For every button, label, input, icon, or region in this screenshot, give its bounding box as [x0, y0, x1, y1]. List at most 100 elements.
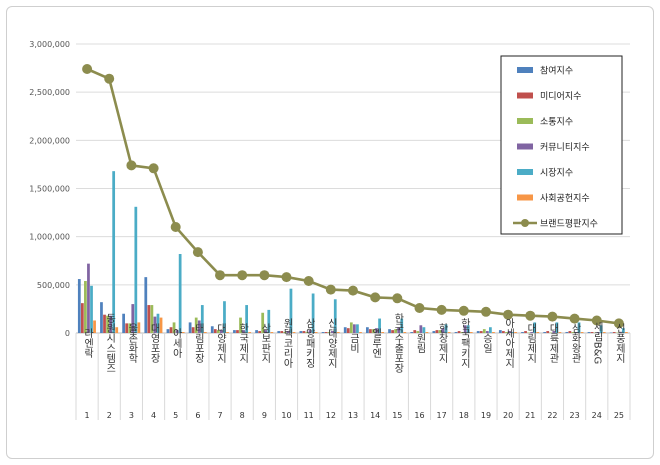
line-point: [591, 315, 602, 326]
bar: [112, 171, 116, 333]
bar: [441, 328, 445, 333]
category-index: 17: [437, 411, 447, 420]
category-index: 5: [173, 411, 178, 420]
bar: [305, 332, 309, 333]
bar: [311, 293, 315, 333]
bar: [93, 320, 96, 333]
legend-swatch: [517, 67, 533, 73]
bar: [422, 327, 426, 333]
bar: [258, 331, 262, 333]
bar: [346, 328, 350, 333]
bar: [87, 263, 90, 333]
line-point: [503, 309, 514, 320]
category-label: 한국팩키지: [458, 318, 470, 369]
bar: [514, 332, 517, 333]
y-tick-label: 2,500,000: [29, 88, 70, 97]
category-label: 한창제지: [436, 323, 448, 364]
category-index: 10: [281, 411, 291, 420]
bar: [286, 331, 290, 333]
line-point: [525, 310, 536, 321]
bar-series: [77, 171, 628, 333]
bar: [333, 299, 337, 333]
bar: [261, 312, 265, 333]
bar: [128, 323, 132, 333]
bar: [302, 331, 306, 333]
legend-swatch: [517, 143, 533, 150]
bar: [137, 322, 141, 333]
category-label: 대륙제관: [547, 323, 559, 363]
bar: [159, 317, 163, 333]
bar: [106, 315, 109, 333]
bar: [172, 322, 176, 333]
line-point: [547, 311, 558, 322]
y-tick-label: 1,000,000: [29, 233, 70, 242]
bar: [558, 332, 562, 333]
category-label: 금비: [348, 333, 360, 354]
bar: [419, 325, 423, 333]
bar: [200, 305, 204, 333]
bar: [492, 332, 495, 333]
category-index: 7: [217, 411, 222, 420]
bar: [203, 332, 207, 333]
category-label: 삼보판지: [259, 323, 271, 364]
bar: [432, 331, 436, 333]
bar: [80, 303, 84, 333]
bar: [330, 331, 334, 333]
bar: [482, 329, 486, 333]
category-index: 3: [129, 411, 134, 420]
bar: [410, 332, 414, 333]
category-index: 11: [304, 411, 314, 420]
bar: [239, 317, 242, 333]
bar: [103, 314, 106, 333]
bar: [381, 332, 385, 333]
category-index: 16: [414, 411, 424, 420]
bar: [508, 331, 511, 333]
bar: [435, 330, 439, 333]
category-index: 19: [481, 411, 491, 420]
bar: [100, 302, 103, 333]
bar: [220, 330, 223, 333]
bar: [388, 329, 391, 333]
category-index: 21: [525, 411, 535, 420]
legend-label: 사회공헌지수: [540, 193, 590, 204]
line-series: [82, 64, 624, 329]
category-label: 아세아제지: [503, 318, 515, 369]
bar: [277, 331, 281, 333]
category-index: 6: [195, 411, 200, 420]
category-label: 엘루엔: [370, 327, 382, 358]
category-index: 24: [592, 411, 602, 420]
bar: [416, 331, 420, 333]
bar: [394, 329, 398, 333]
y-tick-label: 500,000: [37, 281, 70, 290]
line-point: [414, 303, 425, 313]
category-index: 2: [107, 411, 112, 420]
bar: [283, 332, 287, 333]
bar: [223, 301, 226, 333]
bar: [349, 322, 353, 333]
bar: [463, 325, 467, 333]
category-label: 대림제지: [525, 323, 537, 364]
bar: [134, 206, 138, 333]
category-label: 신풍제지: [613, 323, 625, 364]
bar: [194, 317, 198, 333]
category-label: 신대양제지: [325, 318, 337, 369]
bar: [602, 332, 606, 333]
line-point: [259, 270, 270, 281]
line-point: [436, 304, 447, 315]
y-tick-label: 1,500,000: [29, 185, 70, 194]
bar: [169, 327, 173, 333]
legend-swatch: [517, 194, 533, 201]
category-label: 대양제지: [215, 323, 227, 364]
bar: [245, 305, 248, 333]
bar: [115, 327, 119, 333]
bar: [476, 331, 480, 333]
category-index: 15: [392, 411, 402, 420]
bar: [543, 332, 547, 333]
category-index: 23: [570, 411, 580, 420]
bar: [280, 331, 284, 333]
bar: [242, 330, 245, 333]
bar: [612, 332, 616, 333]
bar: [469, 332, 473, 333]
line-point: [82, 64, 93, 74]
